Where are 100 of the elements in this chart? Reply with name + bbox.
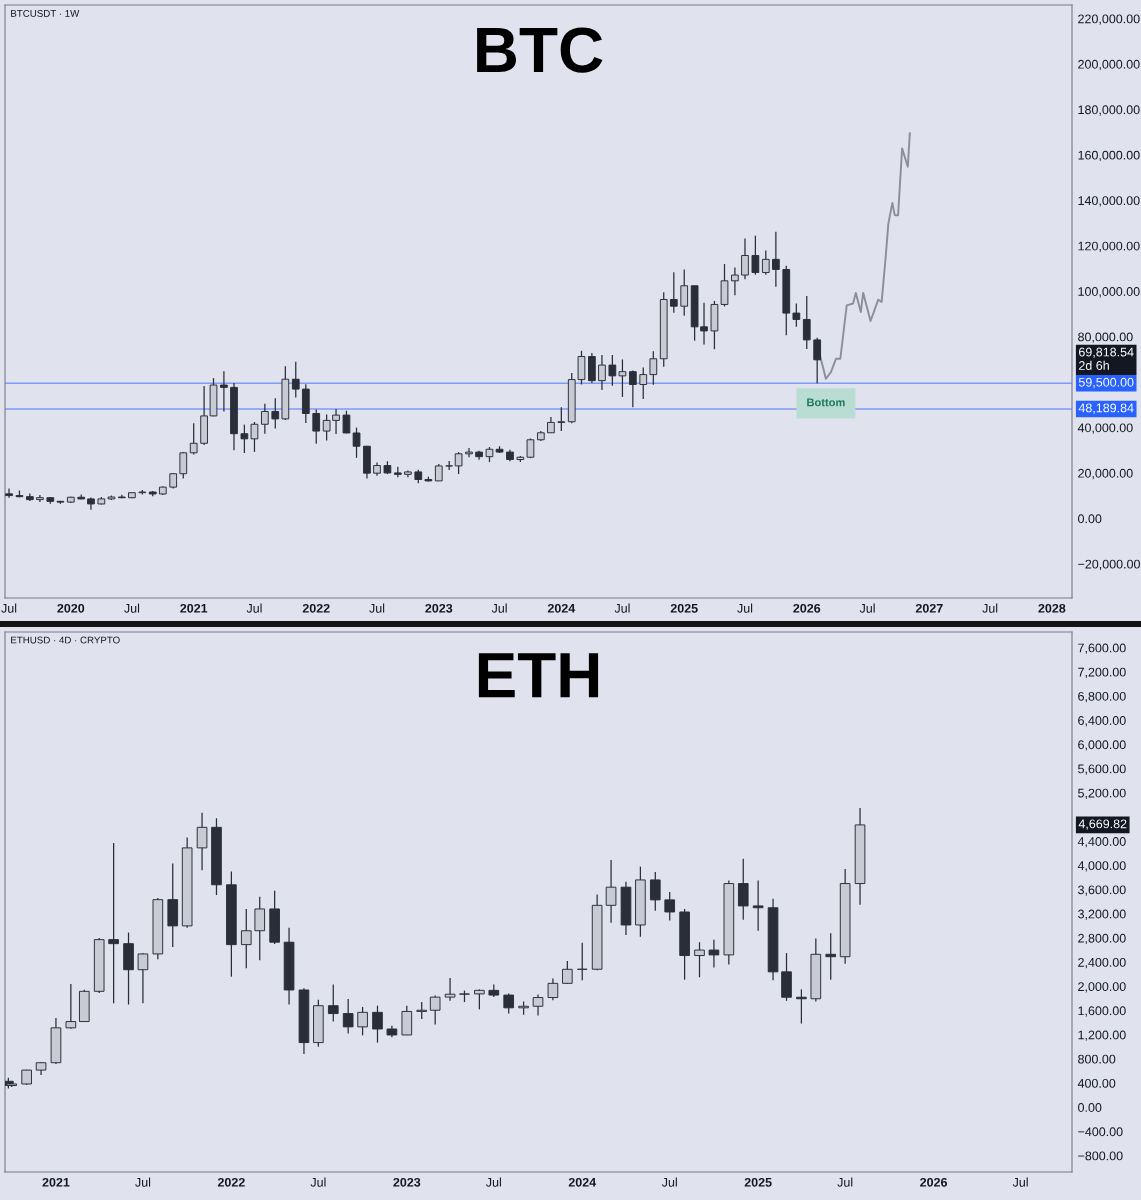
x-tick-label: 2028 [1038, 603, 1066, 613]
y-tick-label: 5,200.00 [1078, 788, 1126, 799]
candlestick [741, 237, 749, 280]
candlestick [557, 406, 566, 432]
y-tick-label: 2,800.00 [1078, 933, 1126, 945]
text: 4,669.82 [1078, 819, 1127, 830]
candlestick [825, 932, 837, 981]
x-tick-label: Jul [859, 603, 875, 613]
chart-title: ETH [478, 653, 599, 698]
y-tick-label: −20,000.00 [1078, 559, 1140, 571]
candlestick [254, 896, 266, 961]
y-tick-label: 4,000.00 [1077, 861, 1126, 872]
candlestick [664, 891, 676, 922]
y-tick-label: −800.00 [1078, 1151, 1123, 1161]
y-tick-label: 0.00 [1078, 1103, 1102, 1112]
candlestick [802, 295, 811, 350]
candlestick [250, 421, 259, 453]
candlestick [5, 487, 13, 499]
x-tick-label: Jul [837, 1177, 853, 1187]
x-tick-label: Jul [661, 1177, 677, 1187]
candlestick [271, 397, 280, 430]
candlestick [240, 908, 252, 969]
candlestick [708, 939, 720, 969]
candlestick [792, 302, 801, 328]
y-tick-label: 7,200.00 [1078, 667, 1126, 679]
y-tick-label: 2,400.00 [1078, 957, 1126, 969]
x-tick-label: Jul [310, 1177, 326, 1187]
x-tick-label: 2025 [670, 603, 698, 613]
y-tick-label: 1,600.00 [1078, 1006, 1126, 1017]
candlestick [751, 235, 760, 276]
candlestick [598, 354, 606, 391]
candlestick [465, 447, 473, 458]
y-tick-label: 6,000.00 [1078, 740, 1126, 751]
ref-line-label: 48,189.84 [1078, 403, 1134, 414]
y-tick-label: 1,200.00 [1078, 1030, 1126, 1041]
text: 69,818.54 2d 6h [1079, 347, 1134, 370]
candlestick [761, 249, 770, 276]
candlestick [137, 952, 149, 1004]
y-tick-label: 220,000.00 [1078, 14, 1140, 25]
candlestick [401, 1005, 413, 1036]
candlestick [649, 350, 658, 386]
y-tick-label: 7,600.00 [1078, 643, 1126, 654]
y-tick-label: 80,000.00 [1078, 332, 1133, 343]
x-tick-label: 2022 [302, 603, 330, 613]
candlestick [444, 977, 456, 1002]
candlestick [737, 858, 749, 921]
y-tick-label: 400.00 [1077, 1078, 1116, 1088]
candlestick [605, 859, 617, 924]
x-tick-label: Jul [491, 603, 507, 613]
candlestick [352, 426, 361, 459]
y-tick-label: 5,600.00 [1078, 764, 1126, 775]
x-tick-label: Jul [124, 603, 140, 613]
y-tick-label: 0.00 [1078, 514, 1102, 524]
candlestick [752, 879, 764, 932]
chart-title: BTC [477, 27, 603, 73]
candlestick [813, 337, 822, 384]
candlestick [628, 369, 637, 408]
candlestick [220, 370, 228, 413]
y-tick-label: 6,400.00 [1078, 716, 1126, 727]
x-tick-label: Jul [614, 603, 630, 613]
candlestick [772, 231, 780, 288]
candlestick [608, 354, 617, 387]
candlestick [669, 271, 678, 314]
x-tick-label: 2022 [217, 1177, 245, 1187]
y-tick-label: 160,000.00 [1078, 150, 1140, 162]
y-tick-label: 40,000.00 [1077, 423, 1133, 434]
candlestick [342, 998, 354, 1035]
x-tick-label: Jul [486, 1177, 501, 1187]
x-tick-label: 2026 [920, 1177, 948, 1187]
y-tick-label: 3,200.00 [1078, 909, 1126, 920]
x-tick-label: 2024 [568, 1177, 597, 1187]
annotation: BTCUSDT · 1W [11, 10, 80, 17]
candlestick [240, 424, 249, 454]
y-tick-label: 140,000.00 [1078, 196, 1140, 207]
x-tick-label: 2023 [425, 603, 453, 613]
annotation: Bottom [807, 398, 845, 407]
x-tick-label: Jul [1, 603, 17, 613]
x-tick-label: Jul [1012, 1177, 1028, 1187]
x-tick-label: 2024 [547, 603, 576, 613]
candlestick [639, 366, 648, 400]
x-tick-label: 2023 [393, 1177, 421, 1187]
y-tick-label: −400.00 [1078, 1127, 1123, 1137]
candlestick [260, 403, 269, 435]
x-tick-label: Jul [982, 603, 998, 613]
x-tick-label: 2027 [915, 603, 943, 613]
candlestick [720, 263, 729, 308]
y-tick-label: 3,600.00 [1078, 885, 1126, 896]
candlestick [547, 977, 559, 1001]
x-tick-label: Jul [135, 1177, 151, 1187]
candlestick [576, 942, 588, 981]
candlestick [108, 842, 119, 1004]
candlestick [562, 960, 573, 985]
candlestick [357, 1006, 368, 1036]
y-tick-label: 20,000.00 [1078, 468, 1133, 480]
annotation: ETHUSD · 4D · CRYPTO [11, 636, 120, 644]
candlestick [179, 451, 188, 480]
y-tick-label: 200,000.00 [1078, 59, 1140, 71]
y-tick-label: 120,000.00 [1078, 241, 1140, 252]
candlestick [618, 358, 627, 398]
x-tick-label: 2026 [793, 603, 821, 613]
